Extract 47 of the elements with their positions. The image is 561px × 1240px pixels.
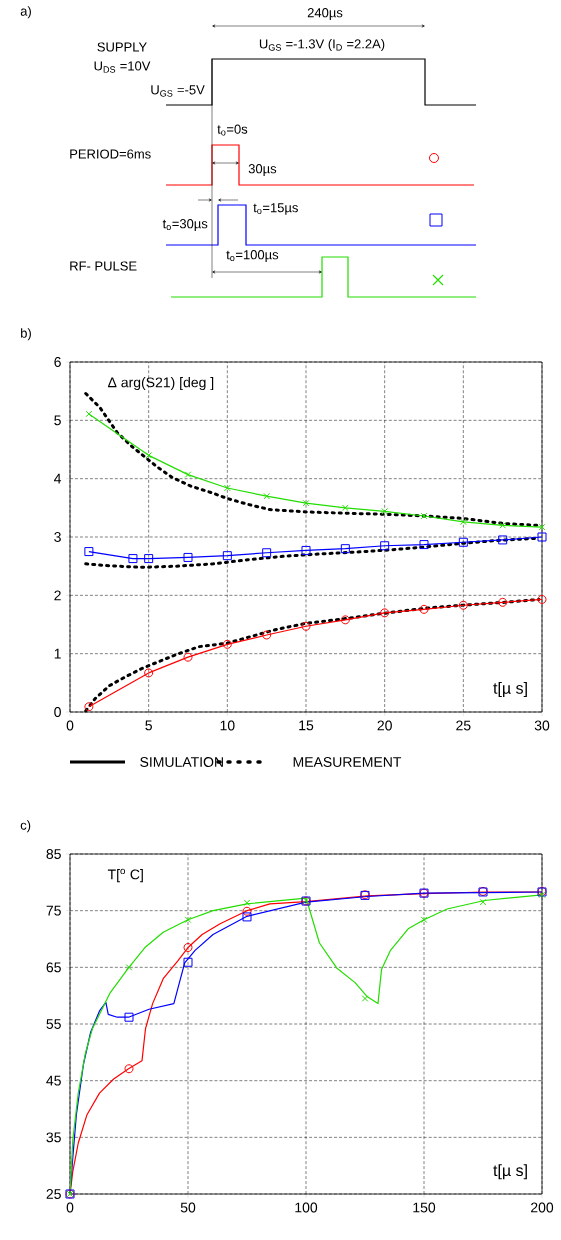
text: U$_{DS}$ =10V [94,61,151,73]
text: SUPPLY [97,42,147,52]
y-tick-label: 85 [46,849,61,859]
x-axis-title: t[µ s] [493,682,527,697]
text: SIMULATION [140,757,223,767]
y-axis-title: T[$^{o}$ C] [107,868,143,883]
text: 30µs [248,164,277,176]
chart-title: c) [20,820,31,833]
y-axis-title: Δ arg(S21) [deg ] [108,377,214,391]
x-tick-label: 100 [295,1202,318,1213]
x-tick-label: 20 [377,720,392,731]
y-tick-label: 2 [54,590,61,601]
x-tick-label: 25 [456,720,471,731]
y-tick-label: 0 [54,707,61,717]
text: RF- PULSE [70,261,137,271]
x-tick-label: 30 [534,720,550,731]
text: U$_{GS}$ =-1.3V (I$_{D}$ =2.2A) [259,38,385,52]
y-tick-label: 55 [46,1019,61,1029]
y-tick-label: 75 [46,905,61,916]
text: MEASUREMENT [293,757,402,767]
text: t$_{o}$=100µs [226,250,279,262]
text: 240µs [307,8,343,20]
y-tick-label: 25 [46,1189,61,1199]
text: a) [20,6,31,19]
text: t$_{o}$=0s [217,124,248,136]
x-tick-label: 50 [180,1202,196,1213]
text: t$_{o}$=15µs [253,203,298,215]
x-tick-label: 15 [299,720,314,731]
y-tick-label: 35 [46,1132,61,1143]
x-axis-title: t[µ s] [493,1164,527,1180]
x-tick-label: 10 [220,720,235,731]
x-tick-label: 0 [66,720,74,731]
text: U$_{GS}$ =-5V [151,85,205,97]
y-tick-label: 65 [46,962,61,973]
y-tick-label: 5 [54,415,61,426]
text: t$_{o}$=30µs [162,219,208,231]
y-tick-label: 4 [54,473,62,484]
text: PERIOD=6ms [70,149,151,159]
y-tick-label: 6 [54,357,61,367]
y-tick-label: 45 [46,1075,61,1086]
x-tick-label: 5 [145,720,152,731]
y-tick-label: 3 [54,532,61,542]
x-tick-label: 0 [66,1202,74,1213]
chart-title: b) [21,328,31,341]
x-tick-label: 200 [531,1202,554,1213]
x-tick-label: 150 [413,1202,436,1213]
y-tick-label: 1 [54,648,61,659]
